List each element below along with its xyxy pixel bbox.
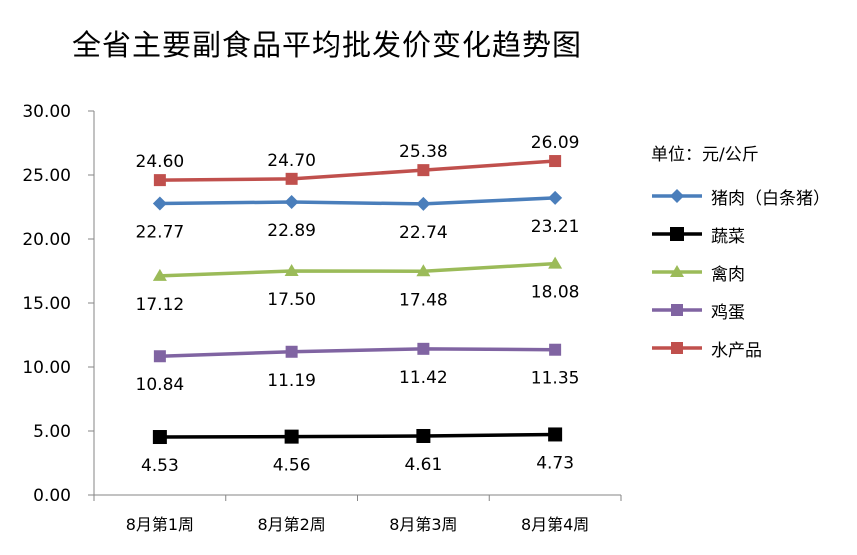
x-tick-label: 8月第1周 (126, 515, 194, 534)
legend-label: 猪肉（白条猪） (711, 188, 830, 209)
data-point (417, 164, 430, 177)
data-label: 4.73 (536, 453, 574, 473)
data-point (153, 350, 166, 363)
series-line (159, 432, 556, 439)
data-label: 26.09 (531, 133, 580, 153)
chart-title: 全省主要副食品平均批发价变化趋势图 (72, 28, 583, 62)
series-2: 17.12 17.50 17.48 18.08 (136, 256, 580, 315)
data-label: 4.61 (404, 455, 442, 475)
data-point (670, 227, 684, 241)
series-1: 4.53 4.56 4.61 4.73 (141, 427, 574, 476)
data-label: 24.60 (136, 152, 185, 172)
data-label: 11.42 (399, 368, 448, 388)
data-point (548, 256, 563, 269)
data-label: 23.21 (531, 217, 580, 237)
data-label: 11.35 (531, 369, 580, 389)
data-label: 4.56 (273, 456, 311, 476)
data-label: 4.53 (141, 456, 179, 476)
data-point (671, 304, 683, 316)
data-point (284, 429, 299, 444)
unit-label: 单位：元/公斤 (651, 145, 759, 165)
legend-items: 猪肉（白条猪） 蔬菜禽肉鸡蛋水产品 (651, 177, 830, 367)
x-tick-label: 8月第2周 (257, 515, 325, 534)
data-label: 17.48 (399, 290, 448, 310)
data-label: 22.74 (399, 223, 448, 243)
legend-swatch (652, 265, 702, 277)
legend-item: 猪肉（白条猪） (651, 177, 830, 215)
y-tick-label: 15.00 (22, 294, 71, 314)
data-label: 22.89 (267, 221, 316, 241)
series-0: 22.77 22.89 22.74 23.21 (136, 190, 580, 243)
data-point (670, 265, 684, 277)
x-tick-label: 8月第4周 (521, 515, 589, 534)
legend-swatch (652, 227, 702, 241)
data-point (548, 427, 563, 442)
series-line (159, 261, 556, 278)
data-point (152, 268, 167, 281)
data-point (153, 174, 166, 187)
data-point (152, 430, 167, 445)
data-point (417, 342, 430, 355)
legend-item: 水产品 (651, 329, 830, 367)
data-point (548, 190, 563, 205)
data-point (416, 264, 431, 277)
legend-swatch (652, 189, 702, 203)
legend-swatch (652, 342, 702, 354)
y-tick-label: 5.00 (33, 422, 71, 442)
data-point (284, 264, 299, 276)
data-point (152, 196, 167, 211)
legend: 单位：元/公斤 猪肉（白条猪） 蔬菜禽肉鸡蛋水产品 (651, 140, 830, 367)
series-4: 24.60 24.70 25.38 26.09 (136, 133, 580, 187)
data-label: 17.50 (267, 290, 316, 310)
y-tick-label: 25.00 (22, 166, 71, 186)
data-label: 24.70 (267, 151, 316, 171)
data-point (549, 155, 562, 168)
data-point (416, 428, 431, 443)
data-label: 22.77 (136, 223, 185, 243)
legend-label: 鸡蛋 (711, 302, 745, 323)
data-label: 11.19 (267, 371, 316, 391)
y-tick-label: 10.00 (22, 358, 71, 378)
series-line (159, 347, 556, 358)
y-tick-label: 30.00 (22, 102, 71, 122)
data-label: 17.12 (136, 295, 185, 315)
legend-item: 蔬菜 (651, 215, 830, 253)
legend-item: 禽肉 (651, 253, 830, 291)
legend-label: 禽肉 (711, 264, 745, 285)
data-point (549, 343, 562, 356)
legend-label: 蔬菜 (711, 226, 745, 247)
data-label: 10.84 (136, 375, 185, 395)
legend-item: 鸡蛋 (651, 291, 830, 329)
data-label: 18.08 (531, 283, 580, 303)
series-line (159, 159, 556, 182)
data-point (671, 342, 683, 354)
y-tick-label: 0.00 (33, 486, 71, 506)
series-3: 10.84 11.19 11.42 11.35 (136, 342, 580, 395)
data-point (285, 172, 298, 185)
data-label: 25.38 (399, 142, 448, 162)
x-tick-label: 8月第3周 (389, 515, 457, 534)
data-point (670, 189, 684, 203)
legend-swatch (652, 304, 702, 316)
data-point (284, 195, 299, 210)
legend-label: 水产品 (711, 340, 762, 361)
data-point (416, 196, 431, 211)
data-point (285, 345, 298, 358)
series-line (159, 196, 556, 206)
y-tick-label: 20.00 (22, 230, 71, 250)
